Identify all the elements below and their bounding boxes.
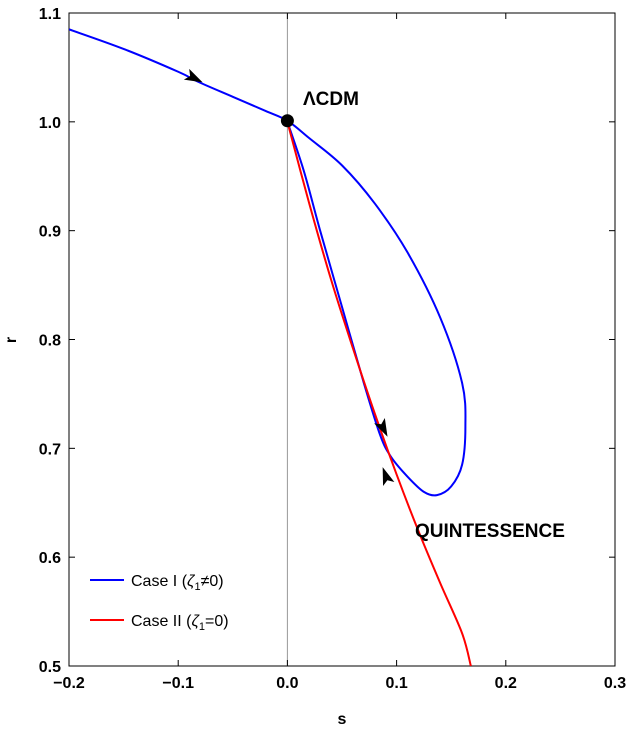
y-tick-label: 0.7 xyxy=(39,441,61,458)
x-tick-label: 0.2 xyxy=(495,675,517,692)
y-tick-label: 1.0 xyxy=(39,115,61,132)
x-axis-label: s xyxy=(338,711,347,728)
point-label: ΛCDM xyxy=(303,89,359,110)
y-tick-label: 0.6 xyxy=(39,550,61,567)
legend-label-case-1: Case I (ζ1≠0) xyxy=(131,573,224,593)
plot-frame xyxy=(68,12,616,667)
x-tick-label: 0.3 xyxy=(604,675,626,692)
direction-arrow xyxy=(183,68,203,83)
y-tick-label: 1.1 xyxy=(39,6,61,23)
y-tick-label: 0.8 xyxy=(39,333,61,350)
legend-label-case-2: Case II (ζ1=0) xyxy=(131,613,229,633)
x-tick-label: −0.2 xyxy=(53,675,85,692)
direction-arrow xyxy=(374,418,388,437)
y-tick-label: 0.9 xyxy=(39,224,61,241)
x-tick-label: 0.1 xyxy=(385,675,407,692)
annotation-quintessence: QUINTESSENCE xyxy=(415,521,565,542)
point-layer xyxy=(280,114,294,128)
x-tick-label: −0.1 xyxy=(162,675,194,692)
series-layer xyxy=(69,28,472,666)
y-tick-label: 0.5 xyxy=(39,659,61,676)
x-tick-label: 0.0 xyxy=(276,675,298,692)
y-axis-label: r xyxy=(3,337,20,343)
lcdm-point xyxy=(280,114,294,128)
axis-ticks: −0.2 −0.1 0.0 0.1 0.2 0.3 0.5 0.6 0.7 0.8 0.9 1.0 1.… xyxy=(39,6,626,692)
series-line-2 xyxy=(286,121,472,666)
series-line-1 xyxy=(69,28,467,497)
direction-arrow xyxy=(382,467,395,487)
arrow-layer xyxy=(183,68,395,487)
legend: Case I (ζ1≠0) Case II (ζ1=0) xyxy=(90,573,229,633)
